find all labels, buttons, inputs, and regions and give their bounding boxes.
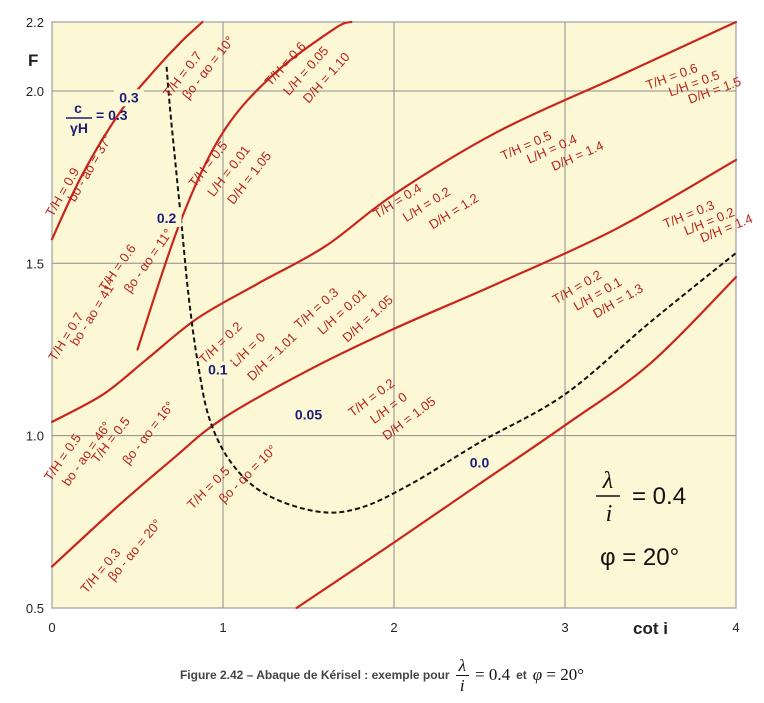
envelope-dashed bbox=[165, 66, 737, 514]
x-tick-label: 2 bbox=[390, 620, 397, 635]
c-ratio-label: 0.3 bbox=[119, 89, 139, 105]
caption-and: et bbox=[516, 668, 527, 682]
y-axis-title: F bbox=[28, 51, 38, 70]
c-ratio-den: γH bbox=[70, 120, 88, 136]
caption-fraction: λ i bbox=[455, 657, 469, 695]
c-label-bg bbox=[289, 406, 328, 424]
curve-c-0_2 bbox=[136, 20, 353, 351]
c-ratio-label: 0.1 bbox=[208, 362, 228, 378]
x-tick-label: 3 bbox=[561, 620, 568, 635]
y-tick-label: 2.0 bbox=[26, 84, 44, 99]
envelope-line bbox=[165, 66, 737, 514]
parameter-annotation: λ i = 0.4 φ = 20° bbox=[596, 468, 686, 571]
c-label-bg bbox=[202, 361, 233, 379]
lambda-num: λ bbox=[602, 468, 613, 494]
tick-labels: 0 1 2 3 4 0.5 1.0 1.5 2.0 2.2 bbox=[26, 15, 740, 635]
curve-c-0_05 bbox=[50, 158, 738, 568]
caption-phi-group: φ = 20° bbox=[533, 665, 584, 685]
phi-value: φ = 20° bbox=[600, 544, 679, 571]
lambda-den: i bbox=[606, 501, 613, 527]
c-label-bg bbox=[113, 89, 144, 107]
caption-frac-num: λ bbox=[455, 657, 469, 676]
kerisel-chart: T/H = 0.9bo - ao = 37°T/H = 0.7βo - αo =… bbox=[26, 15, 755, 638]
c-ratio-label: 0.0 bbox=[470, 455, 490, 471]
c-label-bg bbox=[464, 454, 495, 472]
c-ratio-header: c γH = 0.3 bbox=[66, 100, 128, 136]
caption-phi: φ bbox=[532, 665, 543, 684]
c-ratio-value: = 0.3 bbox=[96, 107, 128, 123]
curve-c-0_1 bbox=[50, 20, 738, 423]
caption-eq2: = 20° bbox=[546, 665, 585, 684]
x-tick-label: 1 bbox=[219, 620, 226, 635]
lambda-value: = 0.4 bbox=[632, 483, 686, 510]
c-label-bg bbox=[151, 209, 182, 227]
y-tick-label: 0.5 bbox=[26, 601, 44, 616]
y-tick-label: 1.5 bbox=[26, 256, 44, 271]
grid bbox=[51, 21, 737, 609]
c-ratio-label: 0.05 bbox=[295, 406, 322, 422]
x-tick-label: 0 bbox=[48, 620, 55, 635]
x-tick-label: 4 bbox=[732, 620, 739, 635]
c-ratio-num: c bbox=[74, 100, 82, 116]
caption-text: Figure 2.42 – Abaque de Kérisel : exempl… bbox=[179, 668, 450, 682]
caption-frac-den: i bbox=[459, 675, 465, 695]
y-tick-label: 1.0 bbox=[26, 429, 44, 444]
y-tick-label: 2.2 bbox=[26, 15, 44, 30]
c-ratio-labels: 0.3 0.2 0.1 0.05 0.0 bbox=[113, 89, 495, 472]
curve-c-0_0 bbox=[295, 276, 738, 610]
figure-caption: Figure 2.42 – Abaque de Kérisel : exempl… bbox=[0, 650, 764, 700]
x-axis-title: cot i bbox=[633, 619, 668, 638]
c-ratio-label: 0.2 bbox=[157, 210, 177, 226]
caption-eq1: = 0.4 bbox=[474, 665, 511, 684]
